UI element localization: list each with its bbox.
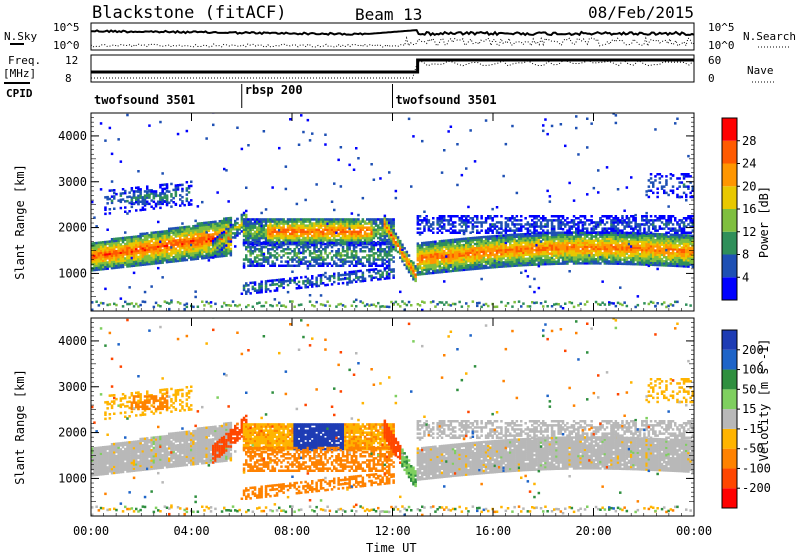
freq-unit: [MHz] bbox=[3, 67, 36, 80]
nave-label: Nave bbox=[747, 64, 774, 77]
x-tick-label: 04:00 bbox=[173, 524, 209, 538]
y-tick-label: 3000 bbox=[58, 380, 87, 394]
velocity-colorbar-tick: -15 bbox=[742, 422, 764, 436]
x-tick-label: 16:00 bbox=[475, 524, 511, 538]
cpid-segment-label: twofsound 3501 bbox=[94, 93, 195, 107]
colorbar-swatch bbox=[722, 468, 737, 489]
nsky-panel: N.Sky 10^5 10^0 10^5 10^0 N.Search bbox=[4, 21, 796, 52]
freq-label: Freq. bbox=[8, 54, 41, 67]
velocity-ylabel: Slant Range [km] bbox=[13, 369, 27, 485]
y-tick-label: 2000 bbox=[58, 426, 87, 440]
cpid-label: CPID bbox=[6, 87, 33, 100]
power-colorbar-tick: 16 bbox=[742, 202, 756, 216]
colorbar-swatch bbox=[722, 488, 737, 508]
x-tick-label: 08:00 bbox=[274, 524, 310, 538]
plot-title: Blackstone (fitACF) bbox=[92, 3, 286, 23]
velocity-colorbar-tick: 200 bbox=[742, 343, 764, 357]
y-tick-label: 4000 bbox=[58, 334, 87, 348]
colorbar-swatch bbox=[722, 163, 737, 187]
power-colorbar-tick: 24 bbox=[742, 157, 756, 171]
colorbar-swatch bbox=[722, 140, 737, 164]
colorbar-swatch bbox=[722, 330, 737, 350]
velocity-colorbar-tick: -50 bbox=[742, 442, 764, 456]
velocity-colorbar-label: Velocity [m s^-1] bbox=[757, 339, 771, 462]
velocity-colorbar-tick: -100 bbox=[742, 461, 771, 475]
cpid-row: CPID twofsound 3501 rbsp 200 twofsound 350… bbox=[6, 83, 497, 108]
power-colorbar-tick: 8 bbox=[742, 248, 749, 262]
power-colorbar-tick: 28 bbox=[742, 134, 756, 148]
colorbar-swatch bbox=[722, 369, 737, 390]
x-tick-label: 12:00 bbox=[374, 524, 410, 538]
nsky-label: N.Sky bbox=[4, 30, 37, 43]
nave-trace bbox=[91, 59, 695, 79]
velocity-colorbar-tick: 15 bbox=[742, 402, 756, 416]
freq-tick-top: 12 bbox=[65, 54, 78, 67]
cpid-segment-label: rbsp 200 bbox=[245, 83, 303, 97]
colorbar-swatch bbox=[722, 448, 737, 469]
x-tick-label: 00:00 bbox=[676, 524, 712, 538]
x-axis-label: Time UT bbox=[366, 541, 417, 554]
x-tick-label: 20:00 bbox=[575, 524, 611, 538]
power-colorbar-tick: 4 bbox=[742, 270, 749, 284]
freq-tick-bottom: 8 bbox=[65, 72, 72, 85]
y-tick-label: 1000 bbox=[58, 266, 87, 280]
power-ylabel: Slant Range [km] bbox=[13, 164, 27, 280]
freq-panel: Freq. [MHz] 12 8 60 0 Nave bbox=[3, 54, 775, 85]
colorbar-swatch bbox=[722, 277, 737, 300]
colorbar-swatch bbox=[722, 118, 737, 141]
nsearch-tick-bottom: 10^0 bbox=[708, 39, 735, 52]
date-label: 08/Feb/2015 bbox=[588, 3, 694, 22]
colorbar-swatch bbox=[722, 428, 737, 449]
nsky-tick-bottom: 10^0 bbox=[53, 39, 80, 52]
velocity-colorbar-tick: 100 bbox=[742, 363, 764, 377]
colorbar-swatch bbox=[722, 254, 737, 278]
power-colorbar-tick: 20 bbox=[742, 179, 756, 193]
nsky-tick-top: 10^5 bbox=[53, 21, 80, 34]
beam-label: Beam 13 bbox=[355, 5, 422, 24]
y-tick-label: 1000 bbox=[58, 471, 87, 485]
power-colorbar: 4 8 12 16 20 24 28 bbox=[721, 117, 756, 301]
nsearch-trace bbox=[90, 36, 695, 48]
time-axis: 00:00 04:00 08:00 12:00 16:00 20:00 00:00 bbox=[73, 113, 712, 538]
power-colorbar-tick: 12 bbox=[742, 225, 756, 239]
colorbar-swatch bbox=[722, 409, 737, 429]
colorbar-swatch bbox=[722, 209, 737, 232]
y-tick-label: 3000 bbox=[58, 175, 87, 189]
nsearch-label: N.Search bbox=[743, 30, 796, 43]
velocity-colorbar: 200 100 50 15 -15 -50 -100 -200 bbox=[721, 329, 771, 509]
nave-tick-bottom: 0 bbox=[708, 72, 715, 85]
velocity-panel: 1000 2000 3000 4000 Slant Range [km] bbox=[13, 317, 695, 517]
y-tick-label: 2000 bbox=[58, 221, 87, 235]
colorbar-swatch bbox=[722, 231, 737, 255]
colorbar-swatch bbox=[722, 349, 737, 370]
y-tick-label: 4000 bbox=[58, 129, 87, 143]
colorbar-swatch bbox=[722, 389, 737, 410]
nsky-trace bbox=[91, 29, 695, 37]
velocity-colorbar-tick: 50 bbox=[742, 382, 756, 396]
freq-trace bbox=[91, 58, 694, 74]
nave-tick-top: 60 bbox=[708, 54, 721, 67]
nsearch-tick-top: 10^5 bbox=[708, 21, 735, 34]
power-panel: 1000 2000 3000 4000 Slant Range [km] bbox=[13, 112, 695, 312]
cpid-segment-label: twofsound 3501 bbox=[396, 93, 497, 107]
colorbar-swatch bbox=[722, 186, 737, 209]
x-tick-label: 00:00 bbox=[73, 524, 109, 538]
power-colorbar-label: Power [dB] bbox=[757, 186, 771, 258]
velocity-colorbar-tick: -200 bbox=[742, 481, 771, 495]
